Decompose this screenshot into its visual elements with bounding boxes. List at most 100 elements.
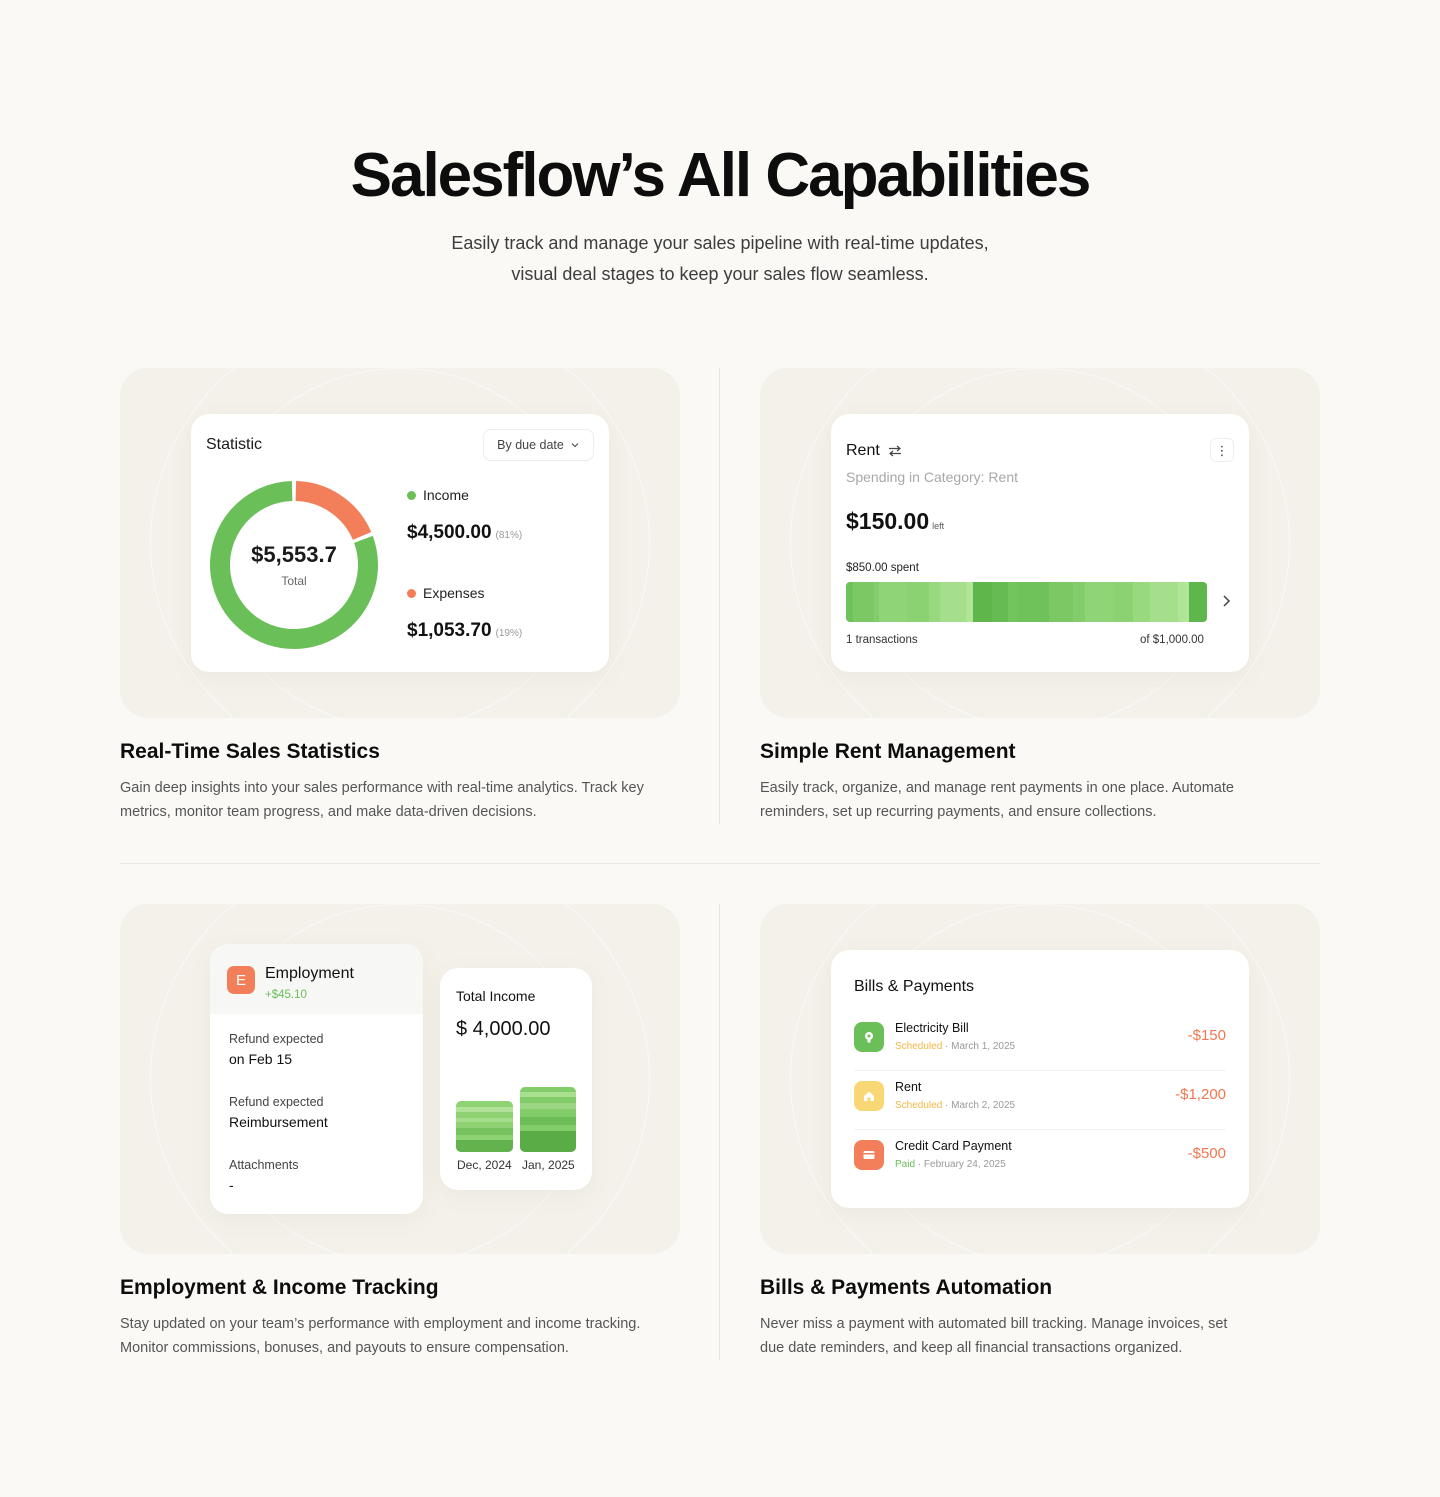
rent-title: Rent: [846, 442, 880, 459]
bill-amount: -$1,200: [1175, 1086, 1226, 1103]
legend-label: Income: [423, 487, 469, 503]
rent-transactions: 1 transactions: [846, 634, 918, 646]
employment-field-label: Attachments: [229, 1158, 299, 1172]
column-divider: [719, 904, 720, 1360]
bill-row[interactable]: Electricity Bill Scheduled · March 1, 20…: [854, 1012, 1226, 1071]
income-bar-jan: [520, 1087, 576, 1152]
progress-segment: [906, 582, 929, 622]
progress-segment: [1017, 582, 1049, 622]
employment-field-label: Refund expected: [229, 1032, 324, 1046]
bill-date: March 1, 2025: [951, 1041, 1016, 1052]
legend-expenses: Expenses: [407, 585, 484, 601]
kebab-menu-icon[interactable]: ⋮: [1210, 438, 1234, 462]
description-line: due date reminders, and keep all financi…: [760, 1340, 1183, 1356]
bills-card: Bills & Payments Electricity Bill Schedu…: [831, 950, 1249, 1208]
feature-title: Employment & Income Tracking: [120, 1276, 439, 1299]
feature-description: Never miss a payment with automated bill…: [760, 1312, 1320, 1360]
description-line: reminders, set up recurring payments, an…: [760, 804, 1157, 820]
progress-segment: [973, 582, 992, 622]
row-divider: [120, 863, 1320, 864]
progress-segment: [879, 582, 907, 622]
progress-segment: [928, 582, 940, 622]
bill-row[interactable]: Credit Card Payment Paid · February 24, …: [854, 1130, 1226, 1189]
lightbulb-icon: [854, 1022, 884, 1052]
progress-segment: [939, 582, 966, 622]
employment-card: E Employment +$45.10 Refund expected on …: [210, 944, 423, 1214]
page-title: Salesflow’s All Capabilities: [350, 141, 1092, 210]
bill-meta: Scheduled · March 1, 2025: [895, 1041, 1016, 1052]
bill-meta: Paid · February 24, 2025: [895, 1159, 1006, 1170]
feature-title: Real-Time Sales Statistics: [120, 740, 380, 763]
chevron-down-icon: [571, 443, 579, 448]
left-value: $150.00: [846, 508, 930, 534]
bill-amount: -$500: [1187, 1145, 1226, 1162]
bill-status: Scheduled: [895, 1100, 943, 1111]
amount-percent: (81%): [495, 530, 523, 541]
feature-description: Stay updated on your team’s performance …: [120, 1312, 680, 1360]
rent-left-amount: $150.00 left: [846, 508, 944, 535]
bill-status: Scheduled: [895, 1041, 943, 1052]
statistic-title: Statistic: [206, 436, 263, 453]
month-label: Dec, 2024: [457, 1158, 512, 1172]
amount-value: $4,500.00: [407, 522, 492, 543]
feature-title: Bills & Payments Automation: [760, 1276, 1053, 1299]
progress-segment: [1133, 582, 1150, 622]
bill-name: Credit Card Payment: [895, 1139, 1012, 1153]
bill-date: March 2, 2025: [951, 1100, 1016, 1111]
income-amount: $4,500.00 (81%): [407, 522, 522, 544]
statistics-panel: Statistic By due date $5,553.7 Total Inc…: [120, 368, 680, 718]
page-subtitle: Easily track and manage your sales pipel…: [0, 228, 1440, 290]
bill-name: Rent: [895, 1080, 922, 1094]
description-line: Gain deep insights into your sales perfo…: [120, 780, 644, 796]
left-label: left: [932, 521, 945, 531]
progress-segment: [846, 582, 854, 622]
progress-segment: [1048, 582, 1073, 622]
progress-segment: [991, 582, 1009, 622]
rent-spent-label: $850.00 spent: [846, 562, 919, 574]
employment-field-label: Refund expected: [229, 1095, 324, 1109]
employment-badge: E: [227, 966, 255, 994]
donut-center: $5,553.7 Total: [207, 478, 381, 652]
employment-field-value: on Feb 15: [229, 1051, 293, 1067]
description-line: metrics, monitor team progress, and make…: [120, 804, 537, 820]
amount-percent: (19%): [495, 628, 523, 639]
statistic-card: Statistic By due date $5,553.7 Total Inc…: [191, 414, 609, 672]
donut-total: $5,553.7: [251, 542, 337, 567]
progress-segment: [1085, 582, 1114, 622]
progress-segment: [1149, 582, 1178, 622]
bills-panel: Bills & Payments Electricity Bill Schedu…: [760, 904, 1320, 1254]
income-dot: [407, 490, 416, 500]
progress-segment: [853, 582, 874, 622]
amount-value: $1,053.70: [407, 620, 492, 641]
feature-title: Simple Rent Management: [760, 740, 1016, 763]
progress-segment: [1188, 582, 1207, 622]
donut-total-label: Total: [281, 574, 307, 588]
subtitle-line: Easily track and manage your sales pipel…: [451, 233, 989, 253]
progress-segment: [1072, 582, 1086, 622]
rent-progress-bar: [846, 582, 1207, 622]
employment-field-value: Reimbursement: [229, 1114, 328, 1130]
donut-slice-expenses: [295, 481, 372, 541]
month-label: Jan, 2025: [522, 1158, 575, 1172]
total-income-amount: $ 4,000.00: [456, 1018, 551, 1040]
chevron-right-icon[interactable]: [1221, 592, 1231, 613]
description-line: Easily track, organize, and manage rent …: [760, 780, 1234, 796]
donut-chart: [210, 481, 378, 649]
due-date-dropdown[interactable]: By due date: [483, 429, 594, 461]
expense-dot: [407, 588, 416, 598]
description-line: Stay updated on your team’s performance …: [120, 1316, 641, 1332]
bill-amount: -$150: [1187, 1027, 1226, 1044]
bill-row[interactable]: Rent Scheduled · March 2, 2025 -$1,200: [854, 1071, 1226, 1130]
donut-slice-income: [210, 481, 378, 649]
description-line: Monitor commissions, bonuses, and payout…: [120, 1340, 569, 1356]
progress-segment: [965, 582, 974, 622]
employment-field-value: -: [229, 1177, 234, 1193]
total-income-title: Total Income: [456, 988, 536, 1004]
rent-subtitle: Spending in Category: Rent: [846, 469, 1018, 485]
legend-label: Expenses: [423, 585, 485, 601]
bill-date: February 24, 2025: [923, 1159, 1006, 1170]
subtitle-line: visual deal stages to keep your sales fl…: [511, 264, 929, 284]
swap-arrows-icon[interactable]: [888, 445, 902, 457]
rent-header: Rent: [846, 442, 902, 460]
feature-description: Gain deep insights into your sales perfo…: [120, 776, 680, 824]
